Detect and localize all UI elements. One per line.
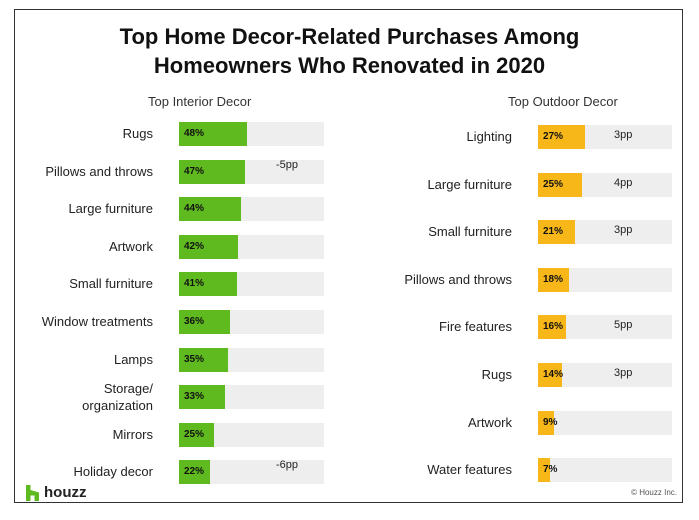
bar xyxy=(538,458,551,483)
category-label: Pillows and throws xyxy=(404,271,512,287)
category-label: Small furniture xyxy=(428,224,512,240)
category-label: Water features xyxy=(427,462,512,478)
bar-track xyxy=(538,410,672,435)
copyright-text: © Houzz Inc. xyxy=(631,488,677,497)
category-label: Large furniture xyxy=(427,176,512,192)
category-label: Storage/organization xyxy=(82,381,153,414)
bar xyxy=(538,267,570,292)
bar-value-label: 9% xyxy=(543,416,558,428)
category-label: Artwork xyxy=(467,414,512,430)
category-label: Window treatments xyxy=(41,314,153,329)
interior-panel-title: Top Interior Decor xyxy=(148,94,252,109)
bar xyxy=(179,159,246,184)
bar-value-label: 16% xyxy=(543,321,564,333)
change-label: 5pp xyxy=(614,319,633,332)
change-label: 3pp xyxy=(614,224,633,237)
category-label: Rugs xyxy=(481,367,512,382)
bar xyxy=(179,385,226,410)
category-label: Lamps xyxy=(113,351,153,367)
bar-value-label: 33% xyxy=(184,391,205,403)
bar-value-label: 36% xyxy=(184,316,205,327)
bar-value-label: 7% xyxy=(543,464,558,476)
change-label: -5pp xyxy=(276,158,299,171)
title-line-2: Homeowners Who Renovated in 2020 xyxy=(153,53,546,78)
bar xyxy=(179,310,230,334)
bar xyxy=(179,347,229,372)
bar-value-label: 22% xyxy=(184,466,205,478)
category-label: Artwork xyxy=(108,238,153,254)
category-label: Mirrors xyxy=(112,426,153,442)
logo-text: houzz xyxy=(44,484,87,501)
bar-value-label: 41% xyxy=(184,278,205,290)
bar-value-label: 47% xyxy=(184,165,205,177)
bar-value-label: 14% xyxy=(543,369,564,380)
bar-value-label: 42% xyxy=(184,240,205,252)
bar xyxy=(179,234,239,259)
bar xyxy=(179,122,247,146)
bar-value-label: 35% xyxy=(184,353,205,365)
outdoor-panel-title: Top Outdoor Decor xyxy=(508,94,618,109)
bar xyxy=(538,315,566,340)
bar-value-label: 48% xyxy=(184,128,205,139)
category-label: Fire features xyxy=(439,319,512,335)
bar xyxy=(179,197,241,222)
chart-frame xyxy=(14,9,683,503)
title-line-1: Top Home Decor-Related Purchases Among xyxy=(119,24,580,49)
category-label: Large furniture xyxy=(68,201,153,217)
bar-value-label: 18% xyxy=(543,273,564,285)
bar-value-label: 27% xyxy=(543,131,564,142)
bar-value-label: 25% xyxy=(184,428,205,440)
bar xyxy=(538,410,554,435)
bar xyxy=(179,460,210,485)
category-label: Rugs xyxy=(122,126,153,141)
change-label: 3pp xyxy=(614,129,633,141)
bar xyxy=(179,272,237,297)
bar-track xyxy=(538,458,672,483)
bar xyxy=(538,125,586,149)
category-label: Holiday decor xyxy=(73,464,154,480)
bar xyxy=(538,220,575,245)
category-label: Small furniture xyxy=(69,276,153,292)
change-label: 4pp xyxy=(614,176,633,189)
chart-title: Top Home Decor-Related Purchases Among H… xyxy=(0,22,699,80)
bar xyxy=(538,172,582,197)
bar-value-label: 21% xyxy=(543,226,564,238)
bar xyxy=(179,422,215,447)
bar xyxy=(538,363,563,387)
category-label: Lighting xyxy=(466,129,512,144)
change-label: 3pp xyxy=(614,367,633,379)
houzz-logo: houzz xyxy=(26,484,87,501)
bar-value-label: 44% xyxy=(184,203,205,215)
change-label: -6pp xyxy=(276,459,299,472)
category-label: Pillows and throws xyxy=(45,163,153,179)
bar-value-label: 25% xyxy=(543,178,564,190)
houzz-h-icon xyxy=(26,484,39,501)
